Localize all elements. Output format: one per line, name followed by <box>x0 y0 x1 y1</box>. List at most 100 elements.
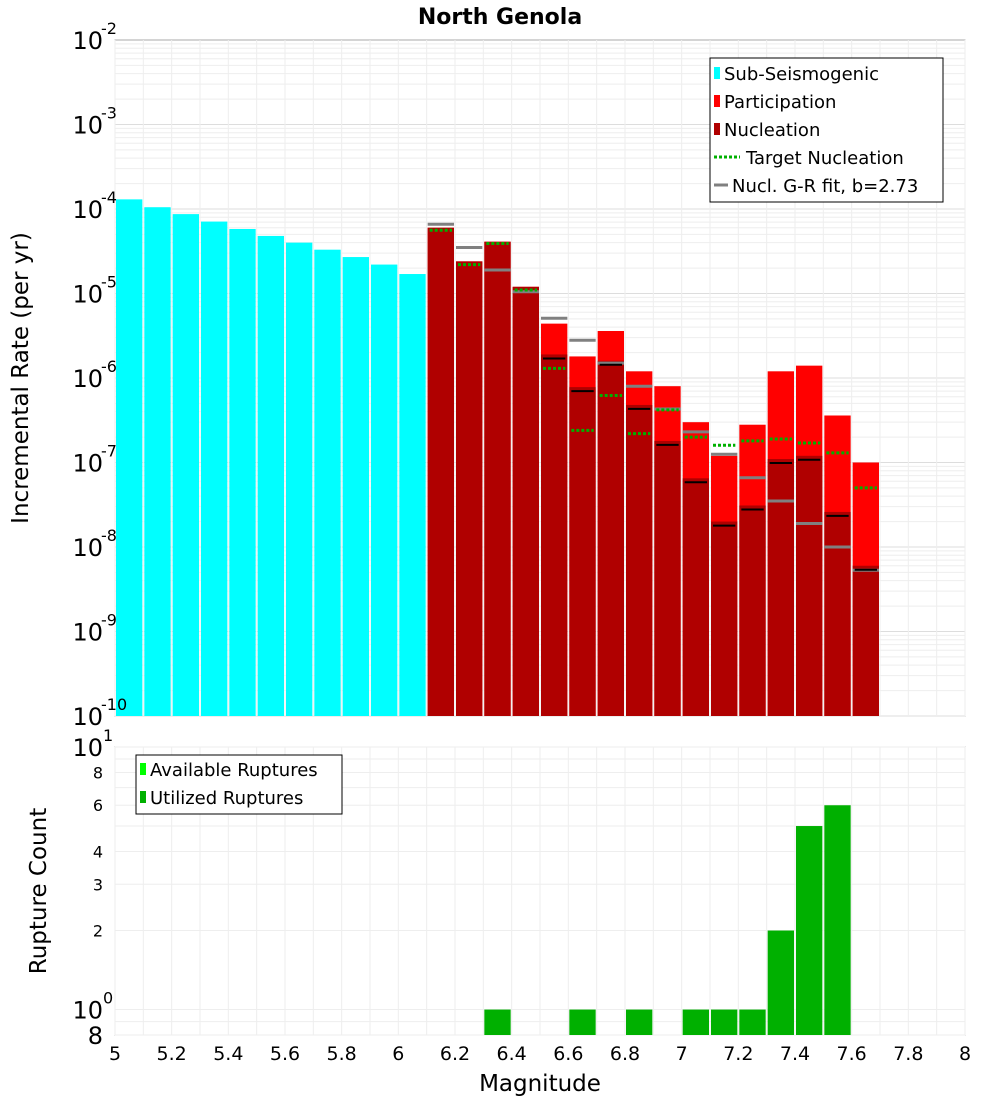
bar-utilized-ruptures <box>767 930 794 1035</box>
legend-label-available: Available Ruptures <box>150 760 318 781</box>
bottom-legend: Available Ruptures Utilized Ruptures <box>135 754 343 815</box>
legend-label-utilized: Utilized Ruptures <box>150 788 303 809</box>
bar-sub-seismogenic <box>371 264 398 716</box>
top-y-tick-exponent: -10 <box>101 695 127 714</box>
x-tick-label: 5.6 <box>270 1043 300 1065</box>
legend-label-participation: Participation <box>724 92 836 113</box>
bar-nucleation <box>796 455 823 716</box>
bar-utilized-ruptures <box>484 1009 511 1035</box>
x-tick-label: 6 <box>392 1043 404 1065</box>
bottom-y-axis-label: Rupture Count <box>26 808 52 974</box>
legend-swatch-utilized <box>140 791 146 803</box>
top-y-tick-exponent: -2 <box>101 19 117 38</box>
bar-nucleation <box>569 387 596 716</box>
top-y-tick-exponent: -7 <box>101 442 117 461</box>
bar-nucleation <box>711 521 738 716</box>
top-legend: Sub-Seismogenic Participation Nucleation… <box>709 57 944 203</box>
bottom-y-tick-label: 3 <box>93 875 103 894</box>
bar-sub-seismogenic <box>172 214 199 716</box>
bar-utilized-ruptures <box>796 826 823 1035</box>
bar-nucleation <box>541 354 568 716</box>
x-tick-label: 6.8 <box>610 1043 640 1065</box>
bar-sub-seismogenic <box>342 257 369 716</box>
x-tick-label: 7.4 <box>780 1043 810 1065</box>
top-y-tick-label: 10 <box>72 534 103 562</box>
bar-sub-seismogenic <box>286 242 313 717</box>
legend-label-target-nucleation: Target Nucleation <box>745 148 904 169</box>
x-tick-label: 8 <box>959 1043 971 1065</box>
bottom-y-tick-label: 8 <box>93 763 103 782</box>
bottom-y-tick-exponent: 1 <box>103 726 113 745</box>
bar-nucleation <box>852 565 879 716</box>
bottom-gridlines <box>114 746 966 1036</box>
top-y-tick-exponent: -6 <box>101 357 117 376</box>
bar-nucleation <box>427 227 454 716</box>
top-y-tick-label: 10 <box>72 703 103 731</box>
x-tick-label: 6.2 <box>440 1043 470 1065</box>
bar-nucleation <box>654 440 681 716</box>
x-tick-label: 5.8 <box>327 1043 357 1065</box>
bar-sub-seismogenic <box>314 249 341 716</box>
x-tick-label: 5.4 <box>213 1043 243 1065</box>
legend-label-nucleation: Nucleation <box>724 120 820 141</box>
legend-label-gr-fit: Nucl. G-R fit, b=2.73 <box>732 176 918 197</box>
bottom-y-tick-label: 10 <box>72 997 103 1025</box>
bottom-bars <box>484 805 851 1035</box>
bottom-y-tick-exponent: 0 <box>103 989 113 1008</box>
x-tick-label: 7.8 <box>893 1043 923 1065</box>
legend-swatch-sub-seismogenic <box>714 67 720 79</box>
legend-label-sub-seismogenic: Sub-Seismogenic <box>724 64 879 85</box>
x-tick-label: 6.4 <box>497 1043 527 1065</box>
bar-nucleation <box>456 261 483 716</box>
bar-nucleation <box>739 505 766 716</box>
x-ticks: 5 5.2 5.4 5.6 5.8 6 6.2 6.4 6.6 6.8 7 7.2 7.4 7.6 7.8 8 <box>109 1043 971 1065</box>
bottom-y-tick-label: 4 <box>93 842 103 861</box>
bar-utilized-ruptures <box>569 1009 596 1035</box>
x-axis-label: Magnitude <box>479 1071 601 1097</box>
bar-sub-seismogenic <box>229 228 256 716</box>
top-y-tick-label: 10 <box>72 365 103 393</box>
top-y-tick-exponent: -4 <box>101 188 117 207</box>
bar-sub-seismogenic <box>201 221 228 716</box>
bar-nucleation <box>512 286 539 716</box>
top-y-tick-exponent: -5 <box>101 273 117 292</box>
bar-utilized-ruptures <box>824 805 851 1035</box>
top-y-tick-exponent: -9 <box>101 611 117 630</box>
top-bars <box>116 199 879 717</box>
bar-nucleation <box>682 478 709 716</box>
top-line-markers <box>427 222 879 572</box>
bar-utilized-ruptures <box>739 1009 766 1035</box>
top-y-tick-exponent: -8 <box>101 526 117 545</box>
top-y-tick-label: 10 <box>72 27 103 55</box>
x-tick-label: 7 <box>676 1043 688 1065</box>
x-tick-label: 5.2 <box>157 1043 187 1065</box>
bottom-y-tick-label: 8 <box>88 1022 103 1050</box>
x-tick-label: 6.6 <box>553 1043 583 1065</box>
bottom-y-tick-label: 10 <box>72 734 103 762</box>
bar-utilized-ruptures <box>711 1009 738 1035</box>
bar-nucleation <box>484 241 511 716</box>
top-legend-box <box>709 57 944 203</box>
chart-title: North Genola <box>418 5 582 30</box>
bottom-y-tick-label: 6 <box>93 796 103 815</box>
top-y-tick-label: 10 <box>72 281 103 309</box>
bar-nucleation <box>767 459 794 716</box>
bar-nucleation <box>597 360 624 716</box>
x-tick-label: 5 <box>109 1043 121 1065</box>
bottom-y-tick-label: 2 <box>93 922 103 941</box>
x-tick-label: 7.2 <box>723 1043 753 1065</box>
bar-sub-seismogenic <box>116 199 143 717</box>
bar-utilized-ruptures <box>682 1009 709 1035</box>
top-y-tick-exponent: -3 <box>101 104 117 123</box>
bar-sub-seismogenic <box>257 235 284 716</box>
top-y-axis-label: Incremental Rate (per yr) <box>8 232 34 524</box>
bar-nucleation <box>824 511 851 716</box>
bottom-legend-box <box>135 754 343 815</box>
x-tick-label: 7.6 <box>837 1043 867 1065</box>
bar-sub-seismogenic <box>144 207 171 716</box>
top-y-tick-label: 10 <box>72 450 103 478</box>
